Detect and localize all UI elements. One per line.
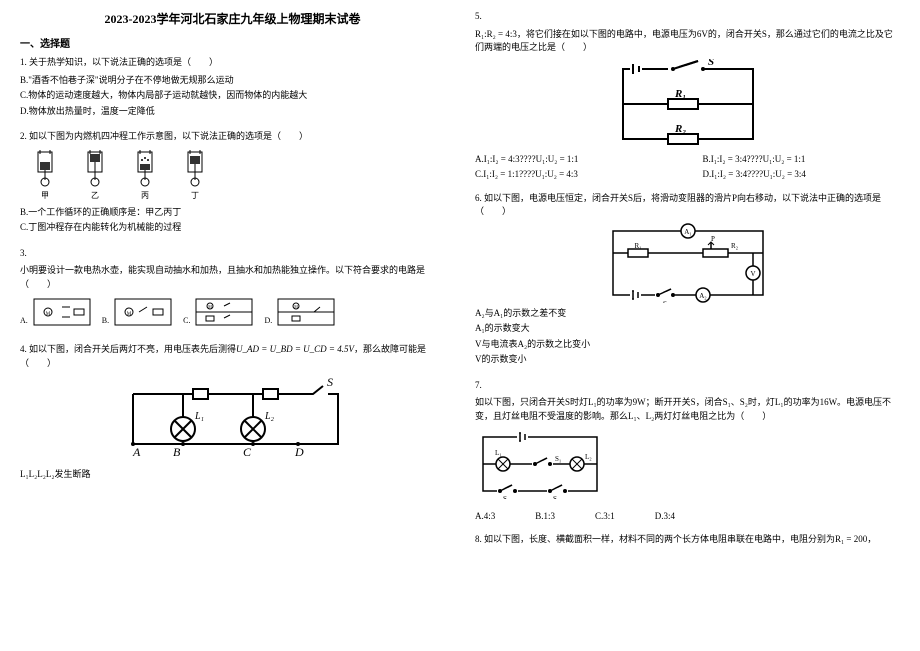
- q6-opt-a: A₂与A₁的示数之差不变: [475, 307, 900, 321]
- question-7: 7. 如以下图，只闭合开关S时灯L₁的功率为9W；断开开关S，闭合S₁、S₂时，…: [475, 379, 900, 524]
- q7-opt-b: B.1:3: [535, 510, 555, 524]
- question-4: 4. 如以下图，闭合开关后两灯不亮，用电压表先后测得U_AD = U_BD = …: [20, 343, 445, 484]
- svg-text:L₁: L₁: [495, 449, 502, 457]
- q7-num: 7.: [475, 379, 900, 393]
- svg-text:A₂: A₂: [699, 292, 707, 300]
- q7-opt-d: D.3:4: [655, 510, 675, 524]
- svg-text:B: B: [173, 445, 181, 459]
- svg-text:P: P: [711, 235, 715, 243]
- svg-text:C: C: [243, 445, 252, 459]
- svg-text:L₂: L₂: [264, 411, 275, 422]
- q6-opt-d: V的示数变小: [475, 353, 900, 367]
- circuit-c-icon: M: [194, 297, 254, 327]
- q3-label-a: A.: [20, 315, 28, 327]
- q4-stem-a: 4. 如以下图，闭合开关后两灯不亮，用电压表先后测得: [20, 344, 236, 354]
- q1-opt-d: D.物体放出热量时，温度一定降低: [20, 105, 445, 119]
- svg-text:S₂: S₂: [503, 495, 510, 499]
- question-2: 2. 如以下图为内燃机四冲程工作示意图，以下说法正确的选项是（ ） 甲: [20, 130, 445, 237]
- q6-circuit-icon: A₁ R₁ R₂ P V S A₂: [603, 223, 773, 303]
- q1-opt-c: C.物体的运动速度越大，物体内局部子运动就越快，因而物体的内能越大: [20, 89, 445, 103]
- q3-label-b: B.: [102, 315, 109, 327]
- q6-opt-b: A₁的示数变大: [475, 322, 900, 336]
- piston-d-icon: [180, 150, 210, 188]
- svg-text:R₁: R₁: [674, 88, 686, 100]
- svg-text:A₁: A₁: [684, 228, 692, 236]
- q7-opt-a: A.4:3: [475, 510, 495, 524]
- svg-text:M: M: [127, 312, 132, 317]
- q7-opt-c: C.3:1: [595, 510, 615, 524]
- svg-text:L₂: L₂: [585, 453, 592, 461]
- question-5: 5. R₁:R₂ = 4:3，将它们接在如以下图的电路中，电源电压为6V的，闭合…: [475, 10, 900, 182]
- q6-stem: 6. 如以下图，电源电压恒定，闭合开关S后，将滑动变阻器的滑片P向右移动，以下说…: [475, 192, 900, 219]
- circuit-a-icon: M: [32, 297, 92, 327]
- q6-opt-c: V与电流表A₂的示数之比变小: [475, 338, 900, 352]
- piston-c-label: 丙: [141, 190, 149, 202]
- q8-stem: 8. 如以下图，长度、横截面积一样，材料不同的两个长方体电阻串联在电路中，电阻分…: [475, 533, 900, 547]
- svg-text:S: S: [708, 59, 714, 68]
- piston-b-label: 乙: [91, 190, 99, 202]
- q1-opt-b: B."酒香不怕巷子深"说明分子在不停地做无规那么运动: [20, 74, 445, 88]
- q2-opt-b: B.一个工作循环的正确顺序是：甲乙丙丁: [20, 206, 445, 220]
- q5-opt-d: D.I₁:I₂ = 3:4????U₁:U₂ = 3:4: [703, 168, 901, 182]
- svg-text:M: M: [46, 312, 51, 317]
- question-6: 6. 如以下图，电源电压恒定，闭合开关S后，将滑动变阻器的滑片P向右移动，以下说…: [475, 192, 900, 369]
- piston-c-icon: [130, 150, 160, 188]
- svg-text:A: A: [132, 445, 141, 459]
- q5-circuit-icon: S R₁ R₂: [613, 59, 763, 149]
- q1-stem: 1. 关于热学知识，以下说法正确的选项是（ ）: [20, 56, 445, 70]
- q7-stem: 如以下图，只闭合开关S时灯L₁的功率为9W；断开开关S，闭合S₁、S₂时，灯L₁…: [475, 396, 900, 423]
- piston-d-label: 丁: [191, 190, 199, 202]
- q3-circuits: A. M B. M: [20, 297, 445, 327]
- svg-text:V: V: [750, 270, 755, 278]
- q3-body: 小明要设计一款电热水壶，能实现自动抽水和加热，且抽水和加热能独立操作。以下符合要…: [20, 264, 445, 291]
- svg-text:S₁: S₁: [555, 455, 561, 463]
- circuit-b-icon: M: [113, 297, 173, 327]
- q5-opt-b: B.I₁:I₂ = 3:4????U₁:U₂ = 1:1: [703, 153, 901, 167]
- exam-title: 2023-2023学年河北石家庄九年级上物理期末试卷: [20, 10, 445, 27]
- q2-opt-c: C.丁图冲程存在内能转化为机械能的过程: [20, 221, 445, 235]
- q4-formula: U_AD = U_BD = U_CD = 4.5V: [236, 344, 354, 354]
- svg-text:R₂: R₂: [674, 123, 686, 135]
- q5-stem: R₁:R₂ = 4:3，将它们接在如以下图的电路中，电源电压为6V的，闭合开关S…: [475, 28, 900, 55]
- svg-text:R₂: R₂: [731, 242, 739, 250]
- q3-label-d: D.: [264, 315, 272, 327]
- piston-a-icon: [30, 150, 60, 188]
- question-1: 1. 关于热学知识，以下说法正确的选项是（ ） B."酒香不怕巷子深"说明分子在…: [20, 56, 445, 120]
- question-3: 3. 小明要设计一款电热水壶，能实现自动抽水和加热，且抽水和加热能独立操作。以下…: [20, 247, 445, 334]
- section-header: 一、选择题: [20, 35, 445, 50]
- piston-b-icon: [80, 150, 110, 188]
- question-8: 8. 如以下图，长度、横截面积一样，材料不同的两个长方体电阻串联在电路中，电阻分…: [475, 533, 900, 551]
- q4-circuit-icon: A B C D S L₁ L₂: [113, 374, 353, 464]
- q5-opt-c: C.I₁:I₂ = 1:1????U₁:U₂ = 4:3: [475, 168, 673, 182]
- q3-num: 3.: [20, 247, 445, 261]
- svg-text:D: D: [294, 445, 304, 459]
- q5-opt-a: A.I₁:I₂ = 4:3????U₁:U₂ = 1:1: [475, 153, 673, 167]
- piston-diagram-row: 甲 乙: [30, 150, 445, 202]
- svg-text:S: S: [663, 300, 667, 303]
- q7-circuit-icon: L₁ S₁ L₂ S₂ S: [475, 429, 605, 499]
- svg-text:M: M: [209, 304, 213, 309]
- svg-text:M: M: [294, 304, 298, 309]
- svg-text:S: S: [553, 495, 557, 499]
- piston-a-label: 甲: [41, 190, 49, 202]
- q3-label-c: C.: [183, 315, 190, 327]
- circuit-d-icon: M: [276, 297, 336, 327]
- svg-text:L₁: L₁: [194, 411, 204, 422]
- q5-num: 5.: [475, 10, 900, 24]
- svg-text:S: S: [327, 375, 333, 389]
- q2-stem: 2. 如以下图为内燃机四冲程工作示意图，以下说法正确的选项是（ ）: [20, 130, 445, 144]
- q4-opt: L₁L₂L₂L₂发生断路: [20, 468, 445, 482]
- q4-stem: 4. 如以下图，闭合开关后两灯不亮，用电压表先后测得U_AD = U_BD = …: [20, 343, 445, 370]
- svg-text:R₁: R₁: [634, 242, 641, 250]
